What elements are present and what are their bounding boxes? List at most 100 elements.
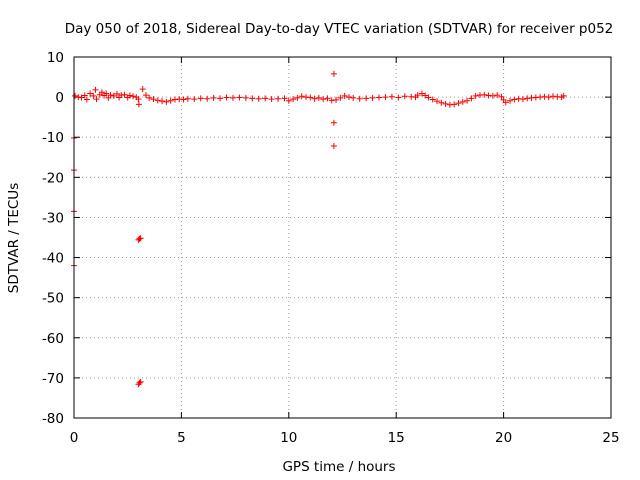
data-point <box>121 91 128 98</box>
data-point <box>298 93 305 100</box>
y-axis-label: SDTVAR / TECUs <box>6 183 22 293</box>
data-point <box>376 94 383 101</box>
data-point <box>83 96 90 103</box>
data-point <box>167 97 174 104</box>
data-point <box>229 94 236 101</box>
y-tick-label: -40 <box>42 251 64 267</box>
data-point <box>275 95 282 102</box>
chart-title: Day 050 of 2018, Sidereal Day-to-day VTE… <box>65 21 614 37</box>
data-point <box>92 86 99 93</box>
data-point <box>511 96 518 103</box>
data-point <box>438 99 445 106</box>
data-point <box>311 95 318 102</box>
data-point <box>337 94 344 101</box>
data-point <box>502 99 509 106</box>
data-point <box>341 92 348 99</box>
data-point <box>236 94 243 101</box>
data-point <box>429 96 436 103</box>
x-tick-label: 10 <box>280 430 297 446</box>
data-point <box>459 98 466 105</box>
data-point <box>150 96 157 103</box>
data-point <box>285 97 292 104</box>
data-point <box>90 92 97 99</box>
y-tick-label: -30 <box>42 210 64 226</box>
data-point <box>81 92 88 99</box>
data-point <box>255 95 262 102</box>
data-point <box>137 235 144 242</box>
y-tick-label: 0 <box>55 90 64 106</box>
data-points <box>71 70 567 388</box>
data-point <box>494 92 501 99</box>
y-tick-label: -20 <box>42 170 64 186</box>
data-point <box>320 96 327 103</box>
data-point <box>290 96 297 103</box>
plot-frame <box>73 56 612 419</box>
data-point <box>395 94 402 101</box>
data-point <box>369 94 376 101</box>
data-point <box>93 96 100 103</box>
data-point <box>242 94 249 101</box>
data-point <box>72 92 79 99</box>
data-point <box>191 96 198 103</box>
data-point <box>388 93 395 100</box>
data-point <box>560 92 567 99</box>
data-point <box>223 94 230 101</box>
data-point <box>330 143 337 150</box>
data-point <box>330 119 337 126</box>
data-point <box>442 100 449 107</box>
y-tick-label: -70 <box>42 371 64 387</box>
data-point <box>498 93 505 100</box>
data-point <box>294 94 301 101</box>
data-point <box>98 89 105 96</box>
x-tick-label: 5 <box>177 430 186 446</box>
data-point <box>180 96 187 103</box>
data-point <box>363 95 370 102</box>
data-point <box>345 94 352 101</box>
data-point <box>135 96 142 103</box>
data-point <box>184 95 191 102</box>
data-point <box>113 90 120 97</box>
y-tick-label: -50 <box>42 291 64 307</box>
data-point <box>110 92 117 99</box>
data-point <box>434 98 441 105</box>
y-tick-label: -60 <box>42 331 64 347</box>
y-tick-label: -10 <box>42 130 64 146</box>
data-point <box>464 97 471 104</box>
data-point <box>324 95 331 102</box>
data-point <box>135 101 142 108</box>
data-point <box>154 97 161 104</box>
data-point <box>78 94 85 101</box>
data-point <box>489 92 496 99</box>
data-point <box>103 90 110 97</box>
grid-lines <box>74 57 611 418</box>
data-point <box>414 92 421 99</box>
tick-labels: 0 5 10 15 20 25 10 0 -10 -20 -30 -40 -50 -60 -70 -80 <box>42 50 620 446</box>
data-point <box>217 95 224 102</box>
data-point <box>507 97 514 104</box>
data-point <box>315 94 322 101</box>
data-point <box>142 92 149 99</box>
data-point <box>519 96 526 103</box>
data-point <box>262 95 269 102</box>
data-point <box>139 86 146 93</box>
data-point <box>307 94 314 101</box>
y-tick-label: 10 <box>47 50 64 66</box>
data-point <box>107 92 114 99</box>
data-point <box>401 93 408 100</box>
data-point <box>545 94 552 101</box>
data-point <box>455 100 462 107</box>
data-point <box>356 95 363 102</box>
y-tick-label: -80 <box>42 411 64 427</box>
data-point <box>163 98 170 105</box>
x-tick-label: 0 <box>70 430 79 446</box>
x-axis-label: GPS time / hours <box>282 459 395 475</box>
data-point <box>422 92 429 99</box>
data-point <box>481 91 488 98</box>
data-point <box>330 70 337 77</box>
data-point <box>350 94 357 101</box>
data-point <box>249 95 256 102</box>
data-point <box>418 90 425 97</box>
data-point <box>268 96 275 103</box>
